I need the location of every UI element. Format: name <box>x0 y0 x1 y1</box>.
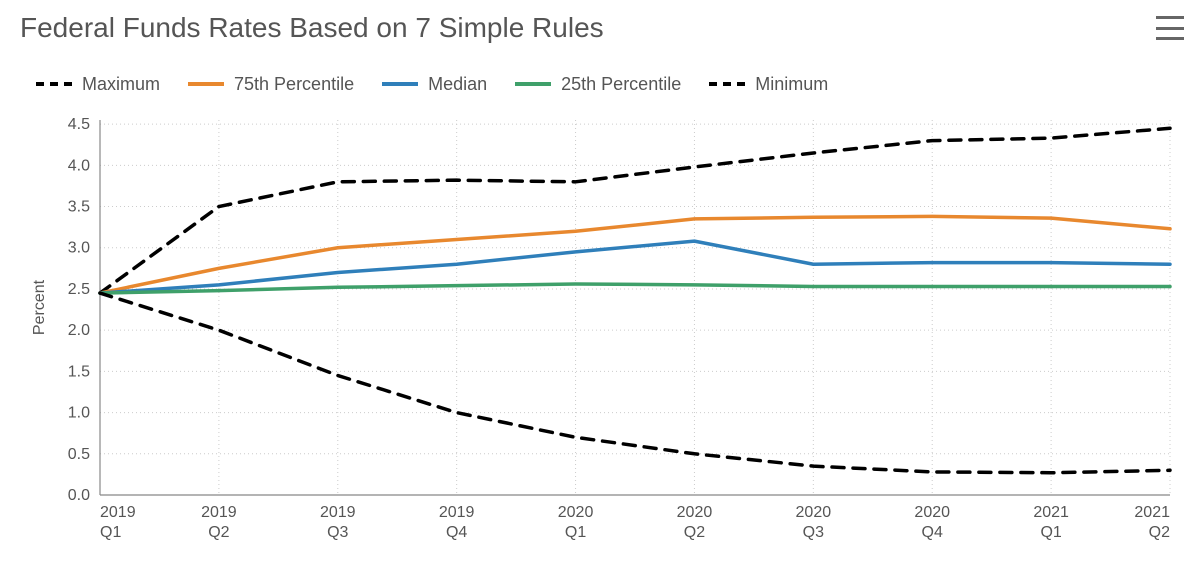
y-tick-label: 0.5 <box>68 446 90 463</box>
x-tick-label-quarter: Q3 <box>803 524 824 541</box>
legend-label: Minimum <box>755 74 828 95</box>
legend-label: 75th Percentile <box>234 74 354 95</box>
legend-label: Maximum <box>82 74 160 95</box>
x-tick-label-quarter: Q1 <box>100 524 121 541</box>
y-tick-label: 1.0 <box>68 405 90 422</box>
x-tick-label-quarter: Q2 <box>208 524 229 541</box>
legend-label: Median <box>428 74 487 95</box>
hamburger-menu-icon[interactable] <box>1156 14 1184 42</box>
y-tick-label: 4.0 <box>68 157 90 174</box>
y-tick-label: 0.0 <box>68 487 90 504</box>
legend: Maximum 75th Percentile Median 25th Percent… <box>0 48 1204 96</box>
legend-swatch <box>515 82 551 86</box>
legend-swatch <box>36 82 72 86</box>
chart-title: Federal Funds Rates Based on 7 Simple Ru… <box>20 12 604 44</box>
y-axis-title: Percent <box>31 279 48 335</box>
chart-container: Federal Funds Rates Based on 7 Simple Ru… <box>0 0 1204 563</box>
y-tick-label: 3.5 <box>68 199 90 216</box>
legend-item-25th-percentile[interactable]: 25th Percentile <box>515 74 681 95</box>
header: Federal Funds Rates Based on 7 Simple Ru… <box>0 0 1204 48</box>
chart-svg: 0.0 0.5 1.0 1.5 2.0 2.5 3.0 3.5 4.0 4.5 2019 Q1 2019… <box>20 110 1184 553</box>
legend-item-median[interactable]: Median <box>382 74 487 95</box>
legend-item-75th-percentile[interactable]: 75th Percentile <box>188 74 354 95</box>
x-tick-label-quarter: Q2 <box>1149 524 1170 541</box>
x-tick-label-quarter: Q4 <box>922 524 943 541</box>
x-tick-label-year: 2019 <box>320 504 356 521</box>
x-tick-label-quarter: Q2 <box>684 524 705 541</box>
x-tick-label-year: 2020 <box>558 504 594 521</box>
legend-item-maximum[interactable]: Maximum <box>36 74 160 95</box>
x-tick-label-year: 2019 <box>201 504 237 521</box>
x-tick-label-year: 2021 <box>1033 504 1069 521</box>
y-tick-label: 2.0 <box>68 322 90 339</box>
y-tick-label: 1.5 <box>68 363 90 380</box>
series-line-minimum[interactable] <box>100 293 1170 473</box>
x-tick-label-quarter: Q1 <box>1040 524 1061 541</box>
legend-swatch <box>382 82 418 86</box>
x-tick-label-year: 2020 <box>796 504 832 521</box>
series-line-25th-percentile[interactable] <box>100 284 1170 293</box>
chart-plot-wrap: 0.0 0.5 1.0 1.5 2.0 2.5 3.0 3.5 4.0 4.5 2019 Q1 2019… <box>20 110 1184 553</box>
x-tick-label-quarter: Q4 <box>446 524 467 541</box>
x-tick-label-year: 2019 <box>100 504 136 521</box>
legend-swatch <box>709 82 745 86</box>
y-tick-label: 4.5 <box>68 116 90 133</box>
series-line-maximum[interactable] <box>100 128 1170 293</box>
legend-item-minimum[interactable]: Minimum <box>709 74 828 95</box>
legend-label: 25th Percentile <box>561 74 681 95</box>
legend-swatch <box>188 82 224 86</box>
x-tick-label-year: 2020 <box>914 504 950 521</box>
x-tick-label-quarter: Q1 <box>565 524 586 541</box>
y-tick-label: 2.5 <box>68 281 90 298</box>
x-tick-label-year: 2019 <box>439 504 475 521</box>
y-tick-label: 3.0 <box>68 240 90 257</box>
x-tick-label-year: 2020 <box>677 504 713 521</box>
x-tick-label-quarter: Q3 <box>327 524 348 541</box>
x-tick-label-year: 2021 <box>1134 504 1170 521</box>
